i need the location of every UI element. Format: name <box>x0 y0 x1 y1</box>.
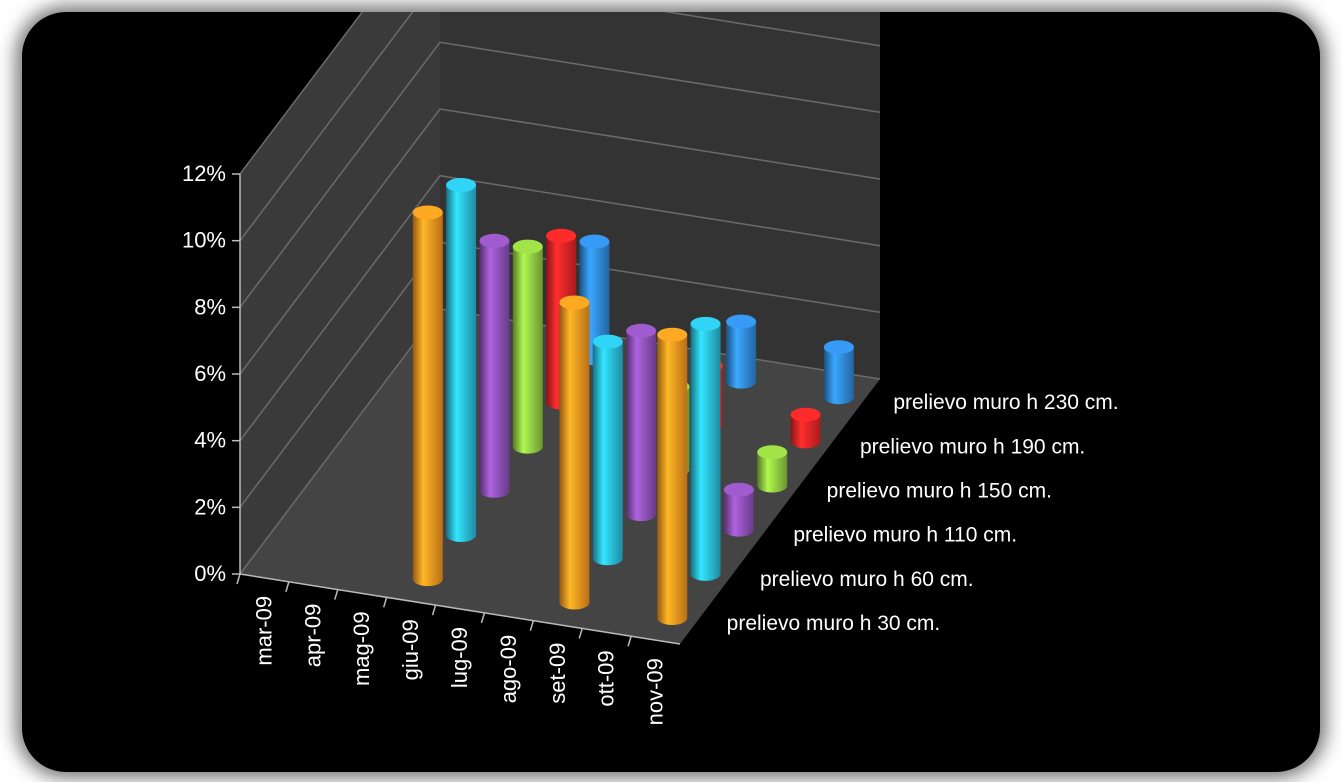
x-tick-mark <box>627 636 632 647</box>
bar-top <box>690 316 721 331</box>
x-tick-mark <box>334 589 339 600</box>
bar <box>626 323 657 522</box>
bar-body <box>559 302 590 603</box>
bar-body <box>512 246 543 447</box>
chart-frame: 0% 2% 4% 6% 8% 10% 12% mar-09 apr-09 mag-09 giu-0… <box>22 12 1320 772</box>
bar-base <box>726 374 757 389</box>
bar-body <box>657 334 688 619</box>
x-tick-label: mag-09 <box>349 611 374 686</box>
bar-base <box>446 527 477 542</box>
bar-body <box>592 341 623 559</box>
x-axis-line <box>239 573 681 645</box>
y-tick-label: 0% <box>194 561 226 586</box>
legend-label: prelievo muro h 190 cm. <box>860 435 1085 458</box>
bar-top <box>512 239 543 254</box>
bar-top <box>723 482 754 497</box>
bars <box>412 177 854 626</box>
bar <box>757 445 788 493</box>
left-wall <box>240 12 440 574</box>
bar-base <box>626 507 657 522</box>
legend: prelievo muro h 30 cm. prelievo muro h 60… <box>727 391 1119 635</box>
x-tick-label: mar-09 <box>251 596 276 666</box>
bar <box>559 295 590 610</box>
bar <box>446 177 477 542</box>
y-tick-label: 10% <box>182 228 226 253</box>
legend-label: prelievo muro h 150 cm. <box>827 479 1052 502</box>
bar-base <box>512 439 543 454</box>
gridline <box>239 12 364 175</box>
bar-top <box>546 228 577 243</box>
legend-label: prelievo muro h 110 cm. <box>793 524 1017 547</box>
bar-base <box>592 551 623 566</box>
gridline <box>239 12 881 242</box>
bar-top <box>823 340 854 355</box>
x-tick-label: set-09 <box>545 643 570 704</box>
x-tick-mark <box>529 620 535 631</box>
bar <box>479 233 510 498</box>
x-tick-label: giu-09 <box>398 619 423 680</box>
bar-base <box>790 434 821 449</box>
x-tick-label: nov-09 <box>643 658 668 725</box>
x-tick-label: ago-09 <box>496 635 521 704</box>
bar-base <box>479 483 510 498</box>
bar-base <box>657 611 688 626</box>
x-tick-mark <box>480 612 486 624</box>
bar-top <box>657 327 688 342</box>
x-tick-mark <box>382 597 388 608</box>
legend-label: prelievo muro h 30 cm. <box>727 612 941 635</box>
bar-top <box>626 323 657 338</box>
bar-body <box>412 212 443 580</box>
bar-body <box>726 321 757 382</box>
x-tick-mark <box>236 573 241 585</box>
x-tick-mark <box>285 581 290 592</box>
gridline <box>239 108 881 375</box>
bar-body <box>823 347 854 398</box>
x-tick-mark <box>431 604 437 616</box>
y-tick-label: 8% <box>194 294 226 319</box>
bar-body <box>446 184 477 535</box>
bar-base <box>690 566 721 581</box>
bar <box>412 205 443 587</box>
bar-top <box>592 334 623 349</box>
bar-base <box>823 390 854 405</box>
bar-top <box>559 295 590 310</box>
bar-body <box>479 240 510 491</box>
bar-top <box>446 177 477 192</box>
bar-top <box>479 233 510 248</box>
bar <box>512 239 543 454</box>
chart-svg: 0% 2% 4% 6% 8% 10% 12% mar-09 apr-09 mag-09 giu-0… <box>182 12 1119 725</box>
bar-top <box>790 407 821 422</box>
bar-top <box>757 445 788 460</box>
y-axis-ticks: 0% 2% 4% 6% 8% 10% 12% <box>182 161 226 586</box>
bar <box>790 407 821 449</box>
bar <box>592 334 623 566</box>
gridline <box>239 41 881 308</box>
bar <box>823 340 854 405</box>
bar <box>726 314 757 389</box>
bar-base <box>723 522 754 537</box>
y-tick-label: 12% <box>182 161 226 186</box>
bar-base <box>412 572 443 587</box>
x-tick-label: lug-09 <box>447 627 472 688</box>
y-tick-label: 4% <box>194 428 226 453</box>
bar <box>657 327 688 626</box>
bar-top <box>579 234 610 249</box>
gridline <box>239 174 881 442</box>
bar-body <box>626 330 657 515</box>
x-axis-ticks: mar-09 apr-09 mag-09 giu-09 lug-09 ago-09 set-… <box>236 573 668 725</box>
bar-base <box>757 478 788 493</box>
x-tick-mark <box>578 628 583 639</box>
bar <box>723 482 754 537</box>
y-tick-label: 6% <box>194 361 226 386</box>
bar-base <box>559 595 590 610</box>
y-tick-label: 2% <box>194 494 226 519</box>
legend-label: prelievo muro h 60 cm. <box>760 568 974 591</box>
x-tick-label: apr-09 <box>300 604 325 668</box>
bar-top <box>726 314 757 329</box>
bar <box>690 316 721 581</box>
x-tick-label: ott-09 <box>594 650 619 706</box>
legend-label: prelievo muro h 230 cm. <box>893 391 1118 414</box>
bar-body <box>690 323 721 574</box>
bar-top <box>412 205 443 220</box>
